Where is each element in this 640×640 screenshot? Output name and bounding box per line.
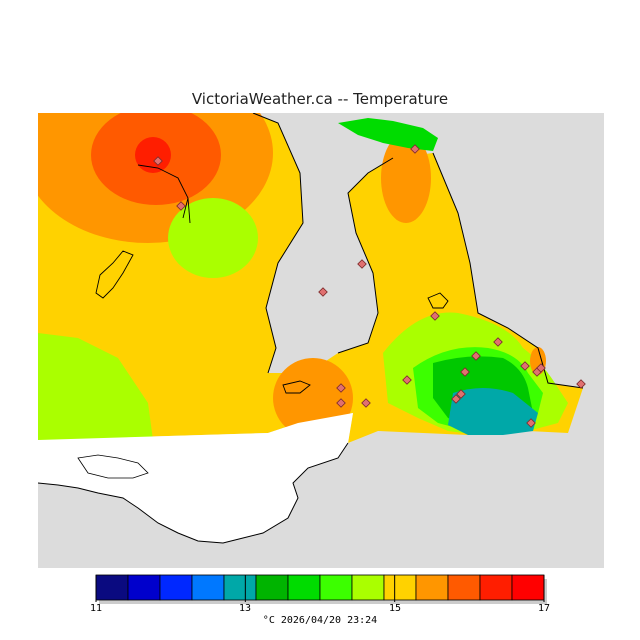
legend-swatch bbox=[479, 574, 513, 601]
teal-zone-southeast bbox=[448, 388, 538, 435]
legend-swatch bbox=[319, 574, 353, 601]
hot-core-northwest bbox=[135, 137, 171, 173]
legend-tick-13: 13 bbox=[238, 603, 252, 614]
legend-swatch bbox=[351, 574, 385, 601]
temperature-legend bbox=[95, 574, 547, 604]
legend-swatch bbox=[511, 574, 545, 601]
station-marker[interactable] bbox=[430, 311, 440, 321]
station-marker[interactable] bbox=[176, 201, 186, 211]
island-west bbox=[95, 250, 134, 299]
station-marker[interactable] bbox=[451, 394, 461, 404]
land-unmodeled-south bbox=[38, 413, 353, 543]
legend-swatch bbox=[127, 574, 161, 601]
temperature-map[interactable] bbox=[38, 113, 604, 568]
station-marker[interactable] bbox=[153, 156, 163, 166]
cool-zone-southwest bbox=[38, 333, 153, 440]
station-marker[interactable] bbox=[402, 375, 412, 385]
legend-swatch bbox=[95, 574, 129, 601]
station-marker[interactable] bbox=[336, 398, 346, 408]
legend-swatch bbox=[223, 574, 257, 601]
legend-tick-17: 17 bbox=[537, 603, 551, 614]
station-marker[interactable] bbox=[456, 389, 466, 399]
legend-caption: °C 2026/04/20 23:24 bbox=[262, 615, 378, 626]
station-marker[interactable] bbox=[318, 287, 328, 297]
station-marker[interactable] bbox=[361, 398, 371, 408]
coastline bbox=[252, 113, 584, 389]
map-title: VictoriaWeather.ca -- Temperature bbox=[191, 90, 449, 108]
station-marker[interactable] bbox=[520, 361, 530, 371]
legend-tick-11: 11 bbox=[89, 603, 103, 614]
legend-tick-15: 15 bbox=[388, 603, 402, 614]
station-marker[interactable] bbox=[471, 351, 481, 361]
station-marker[interactable] bbox=[493, 337, 503, 347]
green-zone-northeast bbox=[338, 118, 438, 151]
inlet-northwest bbox=[137, 164, 191, 224]
land-north-islands bbox=[77, 454, 149, 479]
station-marker[interactable] bbox=[576, 379, 586, 389]
station-marker[interactable] bbox=[526, 418, 536, 428]
island-east bbox=[427, 292, 449, 309]
station-marker[interactable] bbox=[460, 367, 470, 377]
station-marker[interactable] bbox=[410, 144, 420, 154]
cool-zone-central bbox=[168, 198, 258, 278]
island-south bbox=[282, 380, 311, 394]
station-marker[interactable] bbox=[336, 383, 346, 393]
station-marker[interactable] bbox=[357, 259, 367, 269]
legend-swatch bbox=[383, 574, 417, 601]
legend-swatch bbox=[287, 574, 321, 601]
warm-zone-northeast bbox=[381, 133, 431, 223]
legend-swatch bbox=[255, 574, 289, 601]
coastline-south bbox=[38, 442, 349, 544]
weather-stations bbox=[153, 144, 586, 428]
legend-swatch bbox=[447, 574, 481, 601]
legend-swatch bbox=[191, 574, 225, 601]
legend-swatch bbox=[159, 574, 193, 601]
station-marker[interactable] bbox=[536, 363, 546, 373]
legend-swatch bbox=[415, 574, 449, 601]
